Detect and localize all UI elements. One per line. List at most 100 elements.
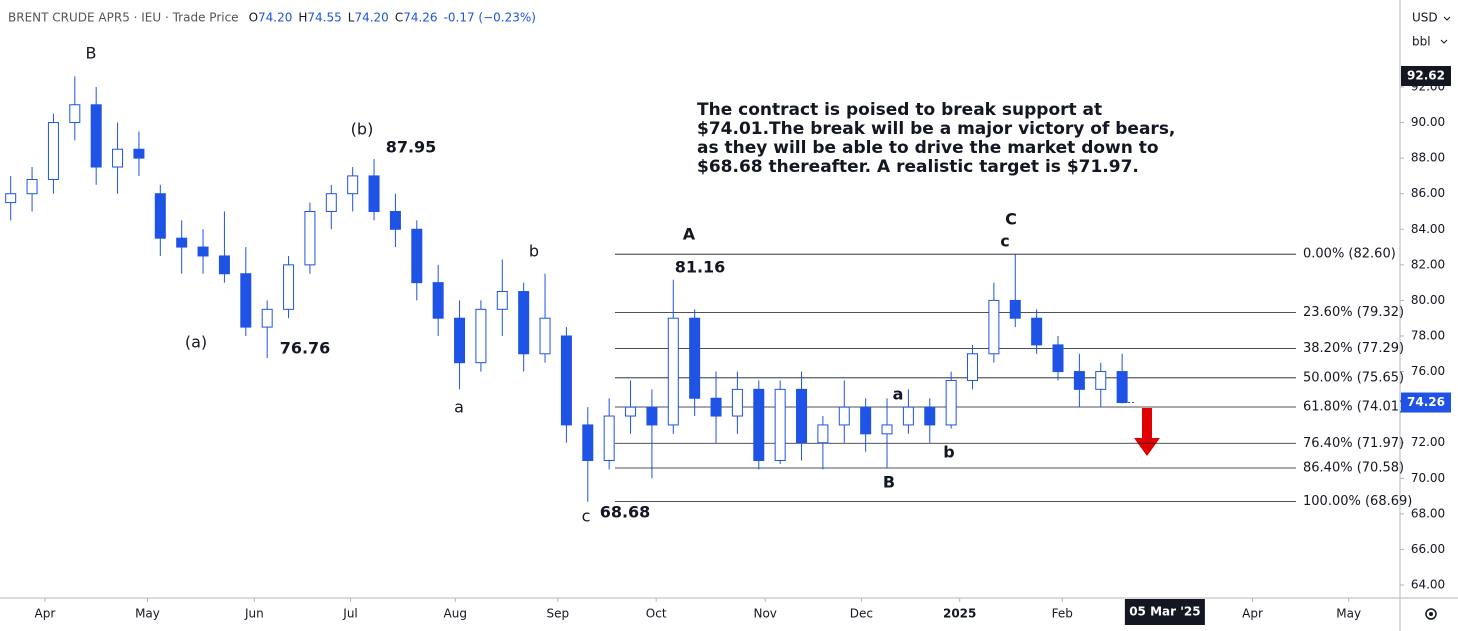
candle-body: [304, 210, 316, 266]
wave-label: (b): [351, 120, 374, 139]
currency-box[interactable]: [1404, 6, 1454, 28]
cursor-date: 05 Mar '25: [1129, 605, 1200, 619]
candle-body: [881, 424, 893, 435]
note-line: $68.68 thereafter. A realistic target is…: [697, 157, 1139, 177]
candle-body: [26, 178, 38, 195]
y-tick-label: 72.00: [1411, 435, 1445, 449]
high-marker: 92.62: [1407, 69, 1445, 83]
candle-body: [112, 148, 124, 168]
y-tick-label: 66.00: [1411, 542, 1445, 556]
wave-label: b: [943, 443, 954, 462]
candle-body: [240, 273, 252, 328]
candle-body: [838, 406, 850, 426]
candle-body: [646, 406, 658, 426]
wave-label: 68.68: [600, 503, 651, 522]
candle-body: [69, 104, 81, 124]
candle-body: [411, 228, 423, 284]
candle-body: [988, 299, 1000, 355]
wave-label: (a): [185, 333, 207, 352]
candle-body: [325, 193, 337, 212]
y-tick-label: 84.00: [1411, 222, 1445, 236]
y-tick-label: 90.00: [1411, 115, 1445, 129]
x-tick-label: Apr: [35, 607, 56, 621]
wave-label: 76.76: [280, 339, 331, 358]
last-price-box: [1401, 392, 1451, 413]
wave-label: a: [893, 385, 904, 404]
cursor-date-box: [1124, 599, 1205, 625]
wave-label: c: [1000, 232, 1009, 251]
fib-label: 86.40% (70.58): [1303, 460, 1404, 475]
y-tick-label: 88.00: [1411, 151, 1445, 165]
candle-body: [133, 148, 145, 159]
candle-body: [454, 317, 466, 364]
ohlc-label: L: [348, 11, 355, 25]
candle-body: [1116, 371, 1128, 404]
unit[interactable]: bbl: [1412, 35, 1431, 49]
dropdown-icon: [1440, 39, 1448, 44]
candle-body: [1009, 299, 1021, 319]
candle-body: [496, 291, 508, 310]
x-tick-label: Jun: [244, 607, 264, 621]
x-tick-label: Aug: [444, 607, 467, 621]
fib-label: 76.40% (71.97): [1303, 436, 1404, 451]
candle-body: [347, 175, 359, 195]
y-tick-label: 80.00: [1411, 293, 1445, 307]
candle-body: [1052, 344, 1064, 373]
fib-label: 23.60% (79.32): [1303, 305, 1404, 320]
y-tick-label: 68.00: [1411, 506, 1445, 520]
note-line: The contract is poised to break support …: [697, 100, 1102, 120]
candle-body: [667, 317, 679, 426]
fib-label: 38.20% (77.29): [1303, 341, 1404, 356]
x-tick-label: Oct: [646, 607, 667, 621]
candle-body: [774, 388, 786, 462]
candle-body: [389, 210, 401, 230]
candle-body: [582, 424, 594, 462]
candle-body: [603, 415, 615, 462]
fib-label: 100.00% (68.69): [1303, 494, 1412, 509]
candle-body: [90, 104, 102, 168]
wave-label: a: [454, 398, 464, 417]
candle-body: [860, 406, 872, 435]
wave-label: A: [683, 225, 696, 244]
y-tick-label: 78.00: [1411, 328, 1445, 342]
candle-body: [47, 122, 59, 180]
wave-label: B: [883, 473, 895, 492]
last-price: 74.26: [1407, 395, 1445, 409]
candle-body: [176, 237, 188, 248]
fib-label: 61.80% (74.01): [1303, 399, 1404, 414]
candle-body: [197, 246, 209, 257]
x-tick-label: May: [1336, 607, 1361, 621]
candle-body: [1095, 371, 1107, 390]
change: -0.17 (−0.23%): [444, 11, 536, 25]
x-tick-label: Apr: [1242, 607, 1263, 621]
x-tick-label: 2025: [943, 607, 976, 621]
candle-body: [5, 193, 17, 204]
candle-body: [368, 175, 380, 212]
candle-body: [967, 353, 979, 381]
candle-body: [902, 406, 914, 426]
currency[interactable]: USD: [1412, 11, 1438, 25]
x-tick-label: Jul: [342, 607, 357, 621]
y-tick-label: 86.00: [1411, 186, 1445, 200]
candle-body: [924, 406, 936, 426]
wave-label: B: [86, 44, 97, 63]
wave-label: 81.16: [675, 258, 726, 277]
candle-body: [539, 317, 551, 355]
symbol: BRENT CRUDE APR5 · IEU · Trade Price: [8, 11, 239, 25]
candle-body: [689, 317, 701, 399]
candle-body: [1031, 317, 1043, 346]
candle-body: [710, 397, 722, 417]
candle-body: [817, 424, 829, 444]
ohlc-value: 74.55: [307, 11, 341, 25]
candle-body: [625, 406, 637, 417]
x-tick-label: May: [135, 607, 160, 621]
x-tick-label: Sep: [547, 607, 570, 621]
ohlc-value: 74.26: [403, 11, 437, 25]
candle-body: [218, 255, 230, 275]
wave-label: c: [582, 507, 591, 526]
ohlc-value: 74.20: [258, 11, 292, 25]
ohlc-value: 74.20: [354, 11, 388, 25]
ohlc-label: C: [395, 11, 403, 25]
settings-icon[interactable]: [1425, 608, 1437, 620]
